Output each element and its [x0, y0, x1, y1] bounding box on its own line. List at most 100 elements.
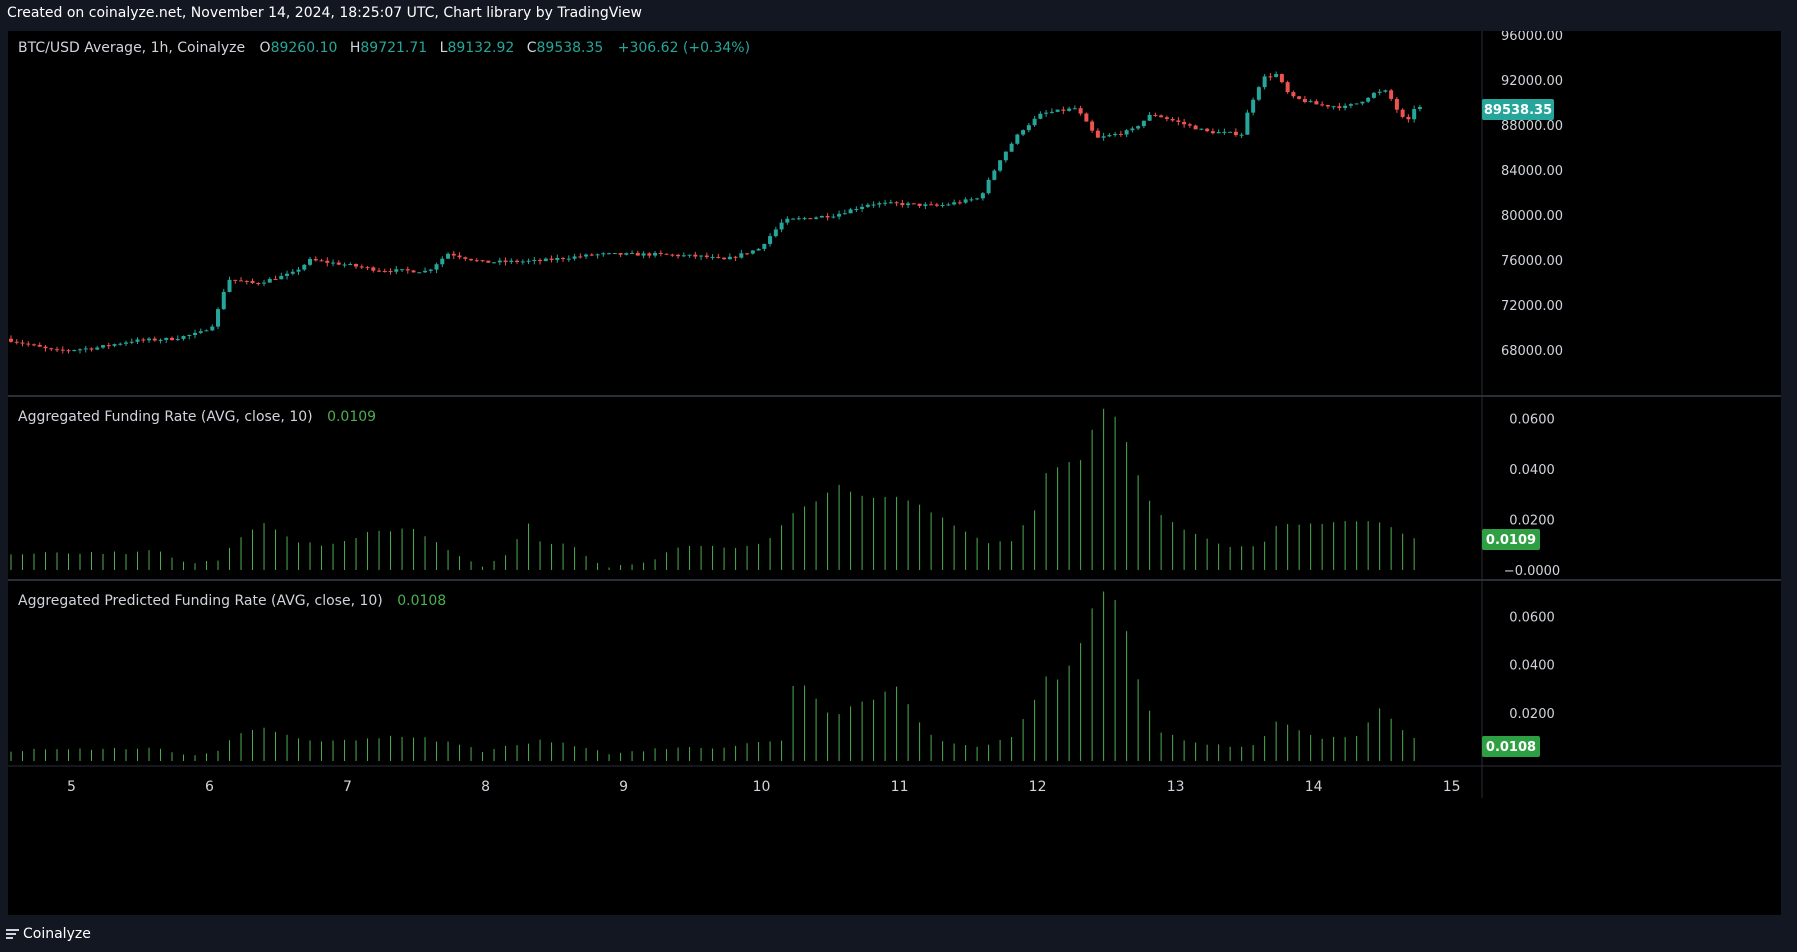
candle [848, 207, 853, 214]
candle [699, 255, 704, 260]
predicted-funding-rate-pane[interactable] [10, 591, 1415, 761]
time-axis-tick-label: 12 [1029, 779, 1047, 795]
funding-axis-tick-label: 0.0400 [1509, 463, 1555, 478]
candle [83, 345, 88, 353]
candle [825, 212, 830, 221]
footer-brand[interactable]: Coinalyze [6, 926, 91, 942]
candle [348, 262, 353, 266]
candle [917, 203, 922, 209]
candle [612, 253, 617, 255]
candle [1389, 88, 1394, 102]
candle [998, 160, 1003, 173]
candle [1245, 109, 1250, 135]
candle [1049, 108, 1054, 114]
candle [871, 201, 876, 208]
time-axis-tick-label: 9 [619, 779, 628, 795]
candle [1038, 111, 1043, 120]
candle [1044, 109, 1049, 117]
candle [595, 253, 600, 259]
candle [1412, 105, 1417, 123]
funding-rate-badge: 0.0109 [1482, 529, 1540, 550]
legend-close-value: 89538.35 [537, 40, 604, 56]
candle [446, 252, 451, 259]
candle [854, 206, 859, 213]
candle [273, 275, 278, 280]
last-price-badge: 89538.35 [1482, 99, 1554, 120]
candle [170, 336, 175, 341]
legend-high-value: 89721.71 [360, 40, 427, 56]
candle [1371, 91, 1376, 99]
candle [1170, 117, 1175, 122]
candle [1302, 95, 1307, 104]
candle [906, 201, 911, 208]
candle [641, 251, 646, 259]
candle [1141, 120, 1146, 129]
candle [147, 337, 152, 343]
candle [900, 200, 905, 208]
time-axis-tick-label: 7 [343, 779, 352, 795]
candle [141, 337, 146, 343]
price-pane[interactable] [9, 71, 1422, 354]
time-axis-tick-label: 5 [67, 779, 76, 795]
candle [911, 203, 916, 205]
candle [509, 258, 514, 265]
candle [572, 253, 577, 261]
candle [250, 278, 255, 284]
candle [210, 324, 215, 332]
candle [1216, 129, 1221, 134]
footer-brand-label: Coinalyze [23, 926, 91, 942]
candle [400, 269, 405, 272]
candle [543, 257, 548, 262]
candle [267, 277, 272, 283]
candle [584, 253, 589, 259]
candle [733, 255, 738, 262]
candle [808, 217, 813, 220]
chart-svg[interactable]: 96000.00 92000.00 88000.00 84000.00 80000.00… [8, 29, 1781, 915]
candle [773, 226, 778, 238]
candle [716, 253, 721, 259]
candle [382, 268, 387, 273]
predicted-funding-axis-tick-label: 0.0200 [1509, 707, 1555, 722]
price-axis-tick-label: 84000.00 [1501, 164, 1563, 179]
time-axis-tick-label: 11 [891, 779, 909, 795]
candle [78, 348, 83, 354]
time-axis-tick-label: 8 [481, 779, 490, 795]
time-axis-tick-label: 15 [1443, 779, 1461, 795]
time-axis-tick-label: 10 [753, 779, 771, 795]
candle [9, 335, 13, 343]
last-price-badge-text: 89538.35 [1484, 103, 1552, 118]
svg-text:Aggregated Funding Rate (AVG,: Aggregated Funding Rate (AVG, close, 10)… [18, 409, 376, 425]
candle [538, 258, 543, 265]
candle [802, 216, 807, 221]
funding-axis-tick-label: −0.0000 [1504, 564, 1560, 579]
candle [681, 252, 686, 258]
funding-rate-legend-value: 0.0109 [327, 409, 376, 425]
candle [474, 258, 479, 262]
candle [1124, 129, 1129, 138]
price-axis-tick-label: 68000.00 [1501, 344, 1563, 359]
candle [566, 255, 571, 262]
candle [664, 253, 669, 255]
candle [1113, 131, 1118, 137]
candle [952, 199, 957, 206]
candle [1383, 89, 1388, 93]
time-axis-tick-label: 6 [205, 779, 214, 795]
candle [865, 203, 870, 208]
candle [49, 347, 54, 352]
candle [1067, 106, 1072, 112]
funding-rate-pane[interactable] [10, 408, 1415, 570]
candle [492, 261, 497, 264]
candle [877, 201, 882, 208]
candle [1032, 115, 1037, 127]
chart-frame[interactable]: 96000.00 92000.00 88000.00 84000.00 80000.00… [8, 29, 1781, 915]
hamburger-menu-icon[interactable] [6, 927, 19, 941]
predicted-funding-rate-badge-bg [1482, 736, 1540, 757]
candle [670, 253, 675, 257]
candle [1274, 71, 1279, 78]
candle [1297, 95, 1302, 100]
candle [256, 282, 261, 286]
candle [785, 216, 790, 225]
candle [1147, 111, 1152, 122]
funding-rate-title: Aggregated Funding Rate (AVG, close, 10) [18, 409, 313, 425]
legend-open-label: O [260, 40, 271, 56]
